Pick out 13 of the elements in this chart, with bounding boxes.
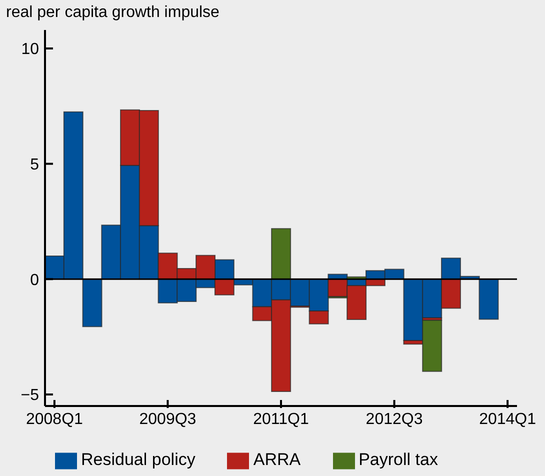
y-tick-label: 5: [30, 156, 40, 174]
y-tick-label: 10: [21, 41, 40, 58]
y-axis-title: real per capita growth impulse: [6, 4, 220, 22]
legend-label: Payroll tax: [358, 450, 438, 470]
x-tick-label: 2014Q1: [479, 411, 536, 428]
x-tick-label: 2008Q1: [26, 411, 84, 428]
x-tick-label: 2009Q3: [139, 411, 196, 428]
legend-label: Residual policy: [81, 450, 196, 470]
legend-label: ARRA: [253, 450, 301, 470]
x-tick-label: 2012Q3: [366, 411, 423, 428]
y-tick-label: −5: [20, 387, 40, 404]
y-tick-label: 0: [30, 272, 40, 289]
x-tick-label: 2011Q1: [253, 411, 309, 428]
